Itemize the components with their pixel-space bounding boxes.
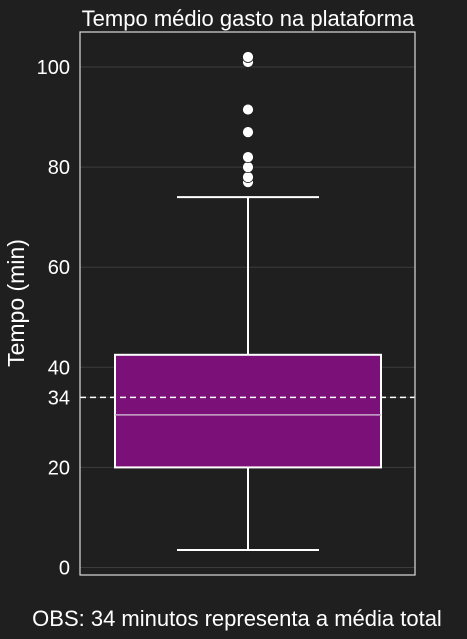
chart-note: OBS: 34 minutos representa a média total xyxy=(32,606,442,631)
y-tick-label-0: 0 xyxy=(59,557,70,579)
y-tick-label-80: 80 xyxy=(48,157,70,179)
y-tick-label-20: 20 xyxy=(48,457,70,479)
plot-frame xyxy=(79,31,416,576)
y-tick-label-40: 40 xyxy=(48,357,70,379)
outlier-point-7 xyxy=(242,51,254,63)
y-axis-label: Tempo (min) xyxy=(3,239,29,367)
chart-title: Tempo médio gasto na plataforma xyxy=(82,6,415,31)
outlier-point-5 xyxy=(242,103,254,116)
outlier-point-1 xyxy=(242,171,254,184)
iqr-box xyxy=(114,353,382,469)
y-tick-label-34: 34 xyxy=(48,387,70,409)
y-tick-label-100: 100 xyxy=(37,57,70,79)
outlier-point-3 xyxy=(242,151,254,164)
outlier-point-2 xyxy=(242,161,254,174)
outlier-point-4 xyxy=(242,126,254,138)
y-tick-label-60: 60 xyxy=(48,257,70,279)
y-axis-ticks: 0 20 34 40 60 80 100 xyxy=(37,57,70,579)
plot-area xyxy=(80,51,415,551)
